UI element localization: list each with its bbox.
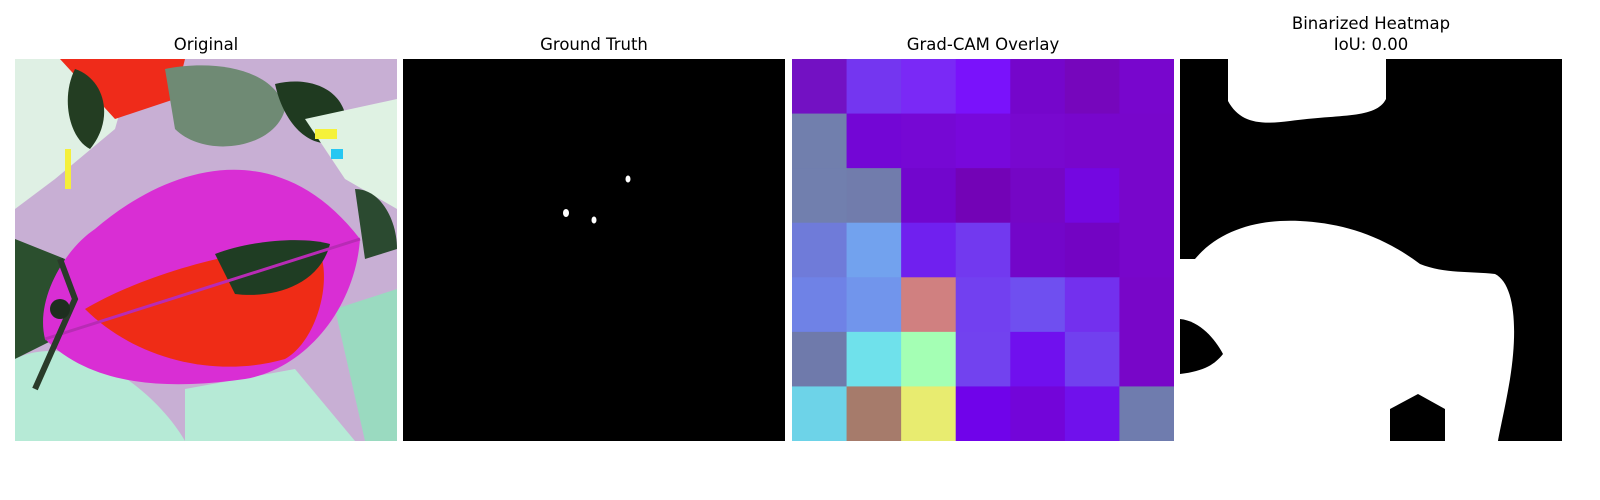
gradcam-cell bbox=[1119, 386, 1174, 441]
original-image bbox=[15, 59, 397, 441]
gradcam-cell bbox=[955, 59, 1011, 115]
panel-title-original: Original bbox=[173, 35, 239, 54]
gradcam-cell bbox=[1064, 386, 1120, 441]
gradcam-cell bbox=[901, 277, 957, 333]
gradcam-cell bbox=[846, 277, 902, 333]
gradcam-cell bbox=[1064, 222, 1120, 278]
gradcam-cell bbox=[955, 386, 1011, 441]
gradcam-cell bbox=[901, 331, 957, 387]
gradcam-cell bbox=[955, 168, 1011, 224]
gradcam-cell bbox=[1064, 59, 1120, 115]
gradcam-cell bbox=[792, 168, 848, 224]
gradcam-cell bbox=[846, 113, 902, 169]
gradcam-cell bbox=[792, 59, 848, 115]
gradcam-cell bbox=[955, 222, 1011, 278]
gradcam-cell bbox=[1064, 168, 1120, 224]
gradcam-cell bbox=[901, 386, 957, 441]
gradcam-overlay bbox=[792, 59, 1174, 441]
gradcam-cell bbox=[792, 331, 848, 387]
gradcam-cell bbox=[846, 59, 902, 115]
gradcam-cell bbox=[901, 113, 957, 169]
gradcam-cell bbox=[955, 277, 1011, 333]
gradcam-cell bbox=[1119, 168, 1174, 224]
gradcam-cell bbox=[1010, 168, 1066, 224]
gradcam-cell bbox=[901, 168, 957, 224]
gradcam-cell bbox=[1119, 222, 1174, 278]
gradcam-cell bbox=[1119, 113, 1174, 169]
panel-title-ground-truth: Ground Truth bbox=[540, 35, 648, 54]
gradcam-cell bbox=[955, 113, 1011, 169]
panel-title-binarized: Binarized Heatmap bbox=[1291, 14, 1451, 33]
gradcam-cell bbox=[1010, 386, 1066, 441]
gradcam-cell bbox=[1119, 277, 1174, 333]
panel-subtitle-iou: IoU: 0.00 bbox=[1333, 35, 1409, 54]
gradcam-cell bbox=[1064, 113, 1120, 169]
gradcam-cell bbox=[792, 277, 848, 333]
gradcam-cell bbox=[1010, 113, 1066, 169]
gradcam-cell bbox=[1010, 277, 1066, 333]
gradcam-cell bbox=[792, 113, 848, 169]
ground-truth-mask bbox=[403, 59, 785, 441]
gradcam-cell bbox=[1010, 331, 1066, 387]
gradcam-cell bbox=[792, 222, 848, 278]
binarized-heatmap bbox=[1180, 59, 1562, 441]
gradcam-cell bbox=[1064, 277, 1120, 333]
gradcam-cell bbox=[846, 331, 902, 387]
gradcam-cell bbox=[901, 59, 957, 115]
gradcam-cell bbox=[846, 222, 902, 278]
gradcam-cell bbox=[1064, 331, 1120, 387]
panel-title-gradcam: Grad-CAM Overlay bbox=[906, 35, 1060, 54]
gradcam-cell bbox=[1119, 59, 1174, 115]
gradcam-cell bbox=[846, 386, 902, 441]
gradcam-cell bbox=[792, 386, 848, 441]
gradcam-cell bbox=[846, 168, 902, 224]
gradcam-cell bbox=[1010, 59, 1066, 115]
gradcam-grid bbox=[792, 59, 1174, 441]
gradcam-cell bbox=[1010, 222, 1066, 278]
gradcam-cell bbox=[901, 222, 957, 278]
gradcam-cell bbox=[1119, 331, 1174, 387]
gradcam-cell bbox=[955, 331, 1011, 387]
